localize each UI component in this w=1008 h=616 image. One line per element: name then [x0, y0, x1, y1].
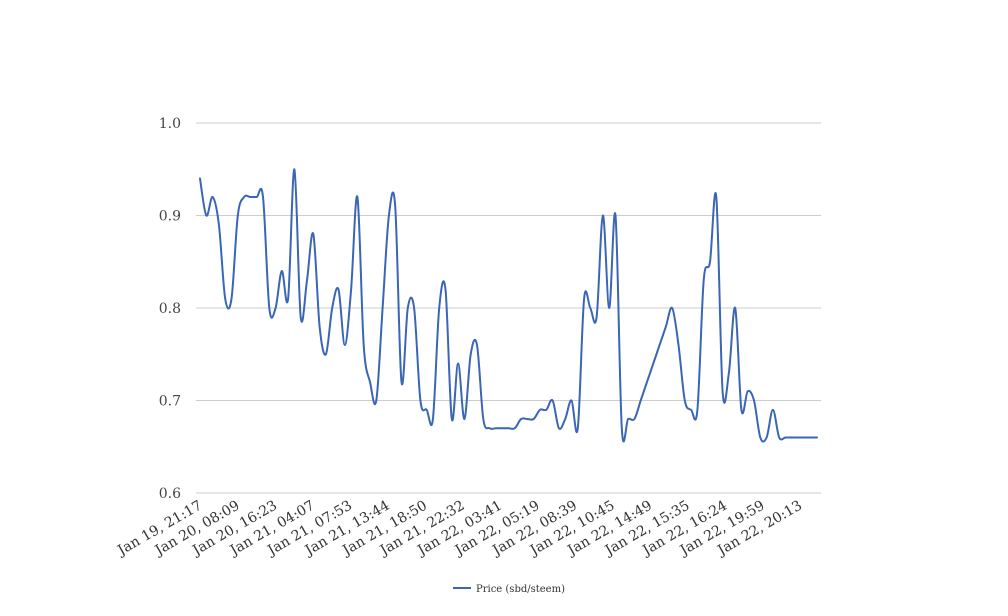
legend-label: Price (sbd/steem) [476, 584, 565, 595]
series-lines [199, 168, 818, 443]
y-axis-ticks: 0.6 0.7 0.8 0.9 1.0 [159, 116, 181, 502]
y-tick-label: 0.9 [159, 209, 181, 225]
y-tick-label: 0.6 [159, 486, 181, 502]
y-tick-label: 0.8 [159, 301, 181, 317]
gridlines [196, 122, 821, 494]
y-tick-label: 0.7 [159, 394, 181, 410]
series-line-price [199, 168, 818, 443]
legend: Price (sbd/steem) [453, 584, 565, 595]
y-tick-label: 1.0 [159, 116, 181, 132]
